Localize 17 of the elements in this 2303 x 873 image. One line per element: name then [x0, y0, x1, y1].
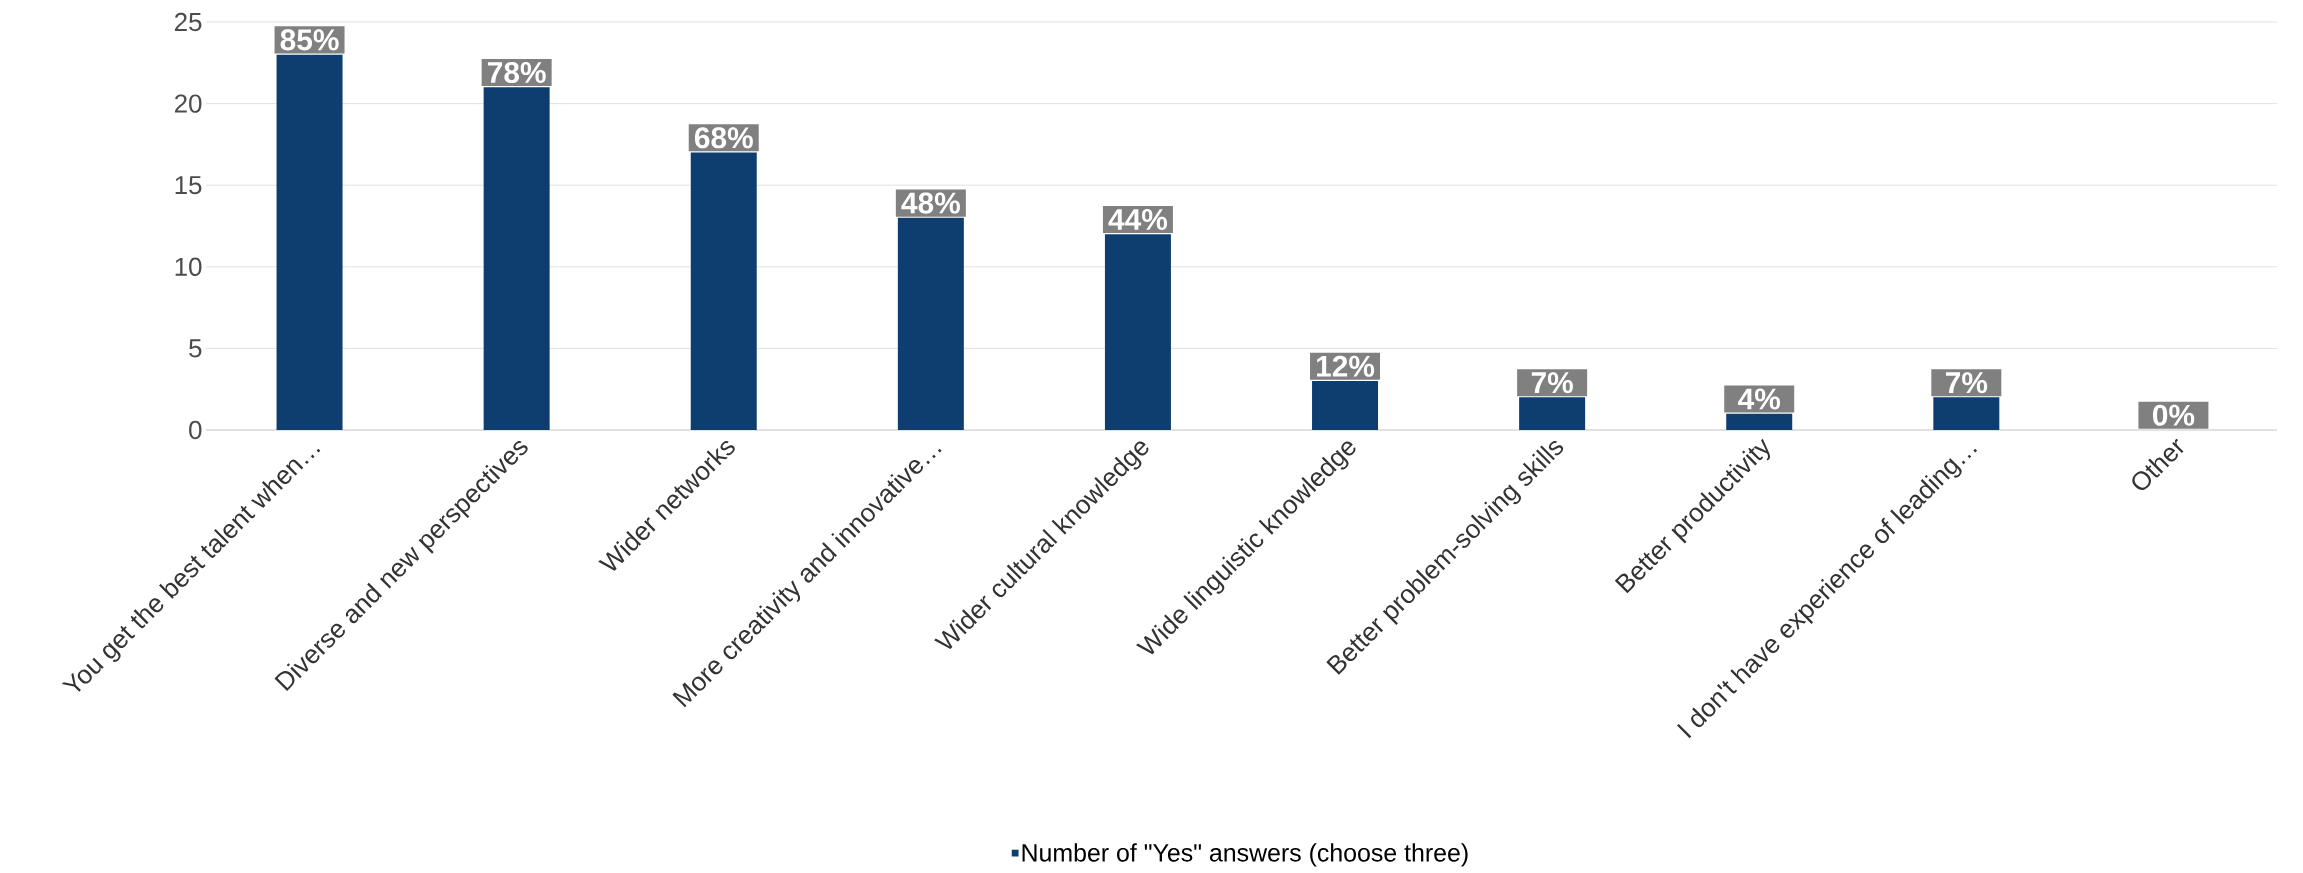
annotation: 7% — [1531, 372, 1573, 394]
annotation: 7% — [1946, 372, 1988, 394]
annotation: 78% — [488, 61, 546, 84]
annotation: 85% — [280, 29, 339, 51]
annotation: 44% — [1108, 208, 1168, 230]
y-tick-label: 10 — [175, 257, 202, 276]
annotation: 0% — [2153, 404, 2195, 426]
annotation: 68% — [694, 127, 753, 149]
legend-label: Number of "Yes" answers (choose three) — [1022, 843, 1468, 867]
y-tick-label: 0 — [189, 420, 202, 440]
annotation: 48% — [901, 192, 960, 214]
y-tick-label: 15 — [175, 176, 202, 195]
y-tick-label: 20 — [174, 94, 202, 113]
annotation: 4% — [1738, 388, 1781, 410]
y-tick-label: 5 — [189, 339, 202, 358]
annotation: 12% — [1317, 355, 1375, 377]
y-tick-label: 25 — [174, 12, 202, 32]
